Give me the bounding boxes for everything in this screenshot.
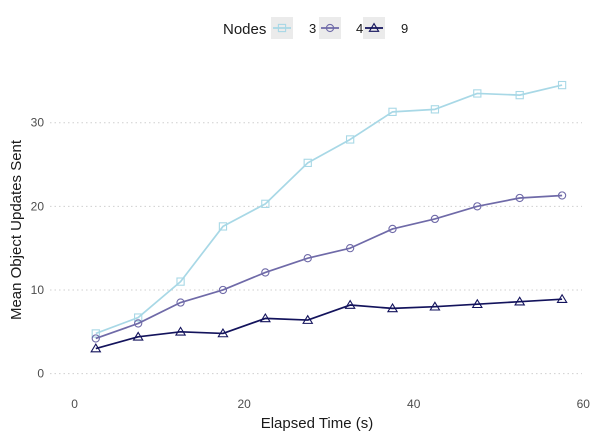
legend-key-square — [277, 23, 287, 33]
data-point-circle — [515, 193, 524, 203]
legend-key-triangle — [368, 22, 380, 32]
data-point-triangle — [514, 296, 526, 306]
data-point-circle — [303, 254, 312, 263]
legend-item-4: 4 — [319, 17, 363, 39]
data-point-circle — [388, 224, 397, 234]
data-point-circle — [218, 285, 228, 295]
series-line-4 — [95, 194, 563, 340]
data-point-circle — [261, 268, 270, 277]
data-point-triangle — [556, 293, 568, 304]
data-point-square — [176, 277, 185, 286]
legend-key-circle — [325, 23, 335, 33]
legend-title: Nodes — [223, 21, 266, 38]
x-tick-label: 0 — [71, 397, 78, 411]
data-point-triangle — [132, 331, 144, 341]
legend-item-3: 3 — [271, 17, 316, 39]
data-point-triangle — [386, 302, 399, 313]
series-3 — [91, 80, 567, 338]
x-tick-label: 60 — [577, 397, 591, 411]
data-point-triangle — [302, 314, 314, 324]
data-point-circle — [430, 214, 440, 224]
y-tick-label: 20 — [31, 199, 45, 213]
data-point-square — [91, 329, 100, 338]
x-tick-label: 20 — [237, 397, 251, 411]
data-point-triangle — [344, 299, 356, 309]
data-point-circle — [134, 319, 143, 328]
data-point-square — [134, 313, 143, 322]
series-4 — [91, 191, 567, 343]
data-point-triangle — [174, 326, 187, 336]
data-point-circle — [473, 202, 482, 211]
data-point-triangle — [90, 343, 102, 353]
legend: Nodes 3 4 9 — [223, 17, 408, 39]
data-point-circle — [345, 244, 355, 253]
grid — [50, 122, 582, 375]
data-point-square — [430, 105, 440, 114]
series-layer — [90, 80, 568, 353]
data-point-circle — [91, 334, 100, 343]
series-9 — [90, 293, 568, 353]
legend-label: 4 — [356, 21, 363, 36]
legend-item-9: 9 — [363, 17, 408, 39]
y-tick-label: 0 — [37, 367, 44, 381]
data-point-circle — [557, 191, 567, 200]
axes: 0 10 20 30 0 20 40 60 — [31, 116, 591, 411]
data-point-triangle — [471, 298, 483, 309]
data-point-square — [473, 89, 482, 98]
y-tick-label: 30 — [31, 116, 45, 130]
data-point-square — [303, 158, 312, 168]
series-line-3 — [95, 84, 563, 335]
y-axis-title: Mean Object Updates Sent — [8, 139, 25, 320]
data-point-square — [218, 222, 228, 231]
data-point-circle — [176, 298, 185, 307]
series-line-9 — [95, 298, 563, 350]
data-point-square — [388, 107, 397, 116]
data-point-triangle — [217, 327, 229, 338]
data-point-triangle — [429, 301, 441, 311]
x-tick-label: 40 — [407, 397, 421, 411]
data-point-square — [557, 80, 567, 90]
data-point-square — [515, 90, 524, 100]
legend-label: 9 — [401, 21, 408, 36]
legend-label: 3 — [309, 21, 316, 36]
data-point-triangle — [259, 312, 271, 323]
data-point-square — [345, 135, 355, 144]
y-tick-label: 10 — [31, 283, 45, 297]
data-point-square — [261, 199, 270, 208]
x-axis-title: Elapsed Time (s) — [261, 415, 374, 432]
